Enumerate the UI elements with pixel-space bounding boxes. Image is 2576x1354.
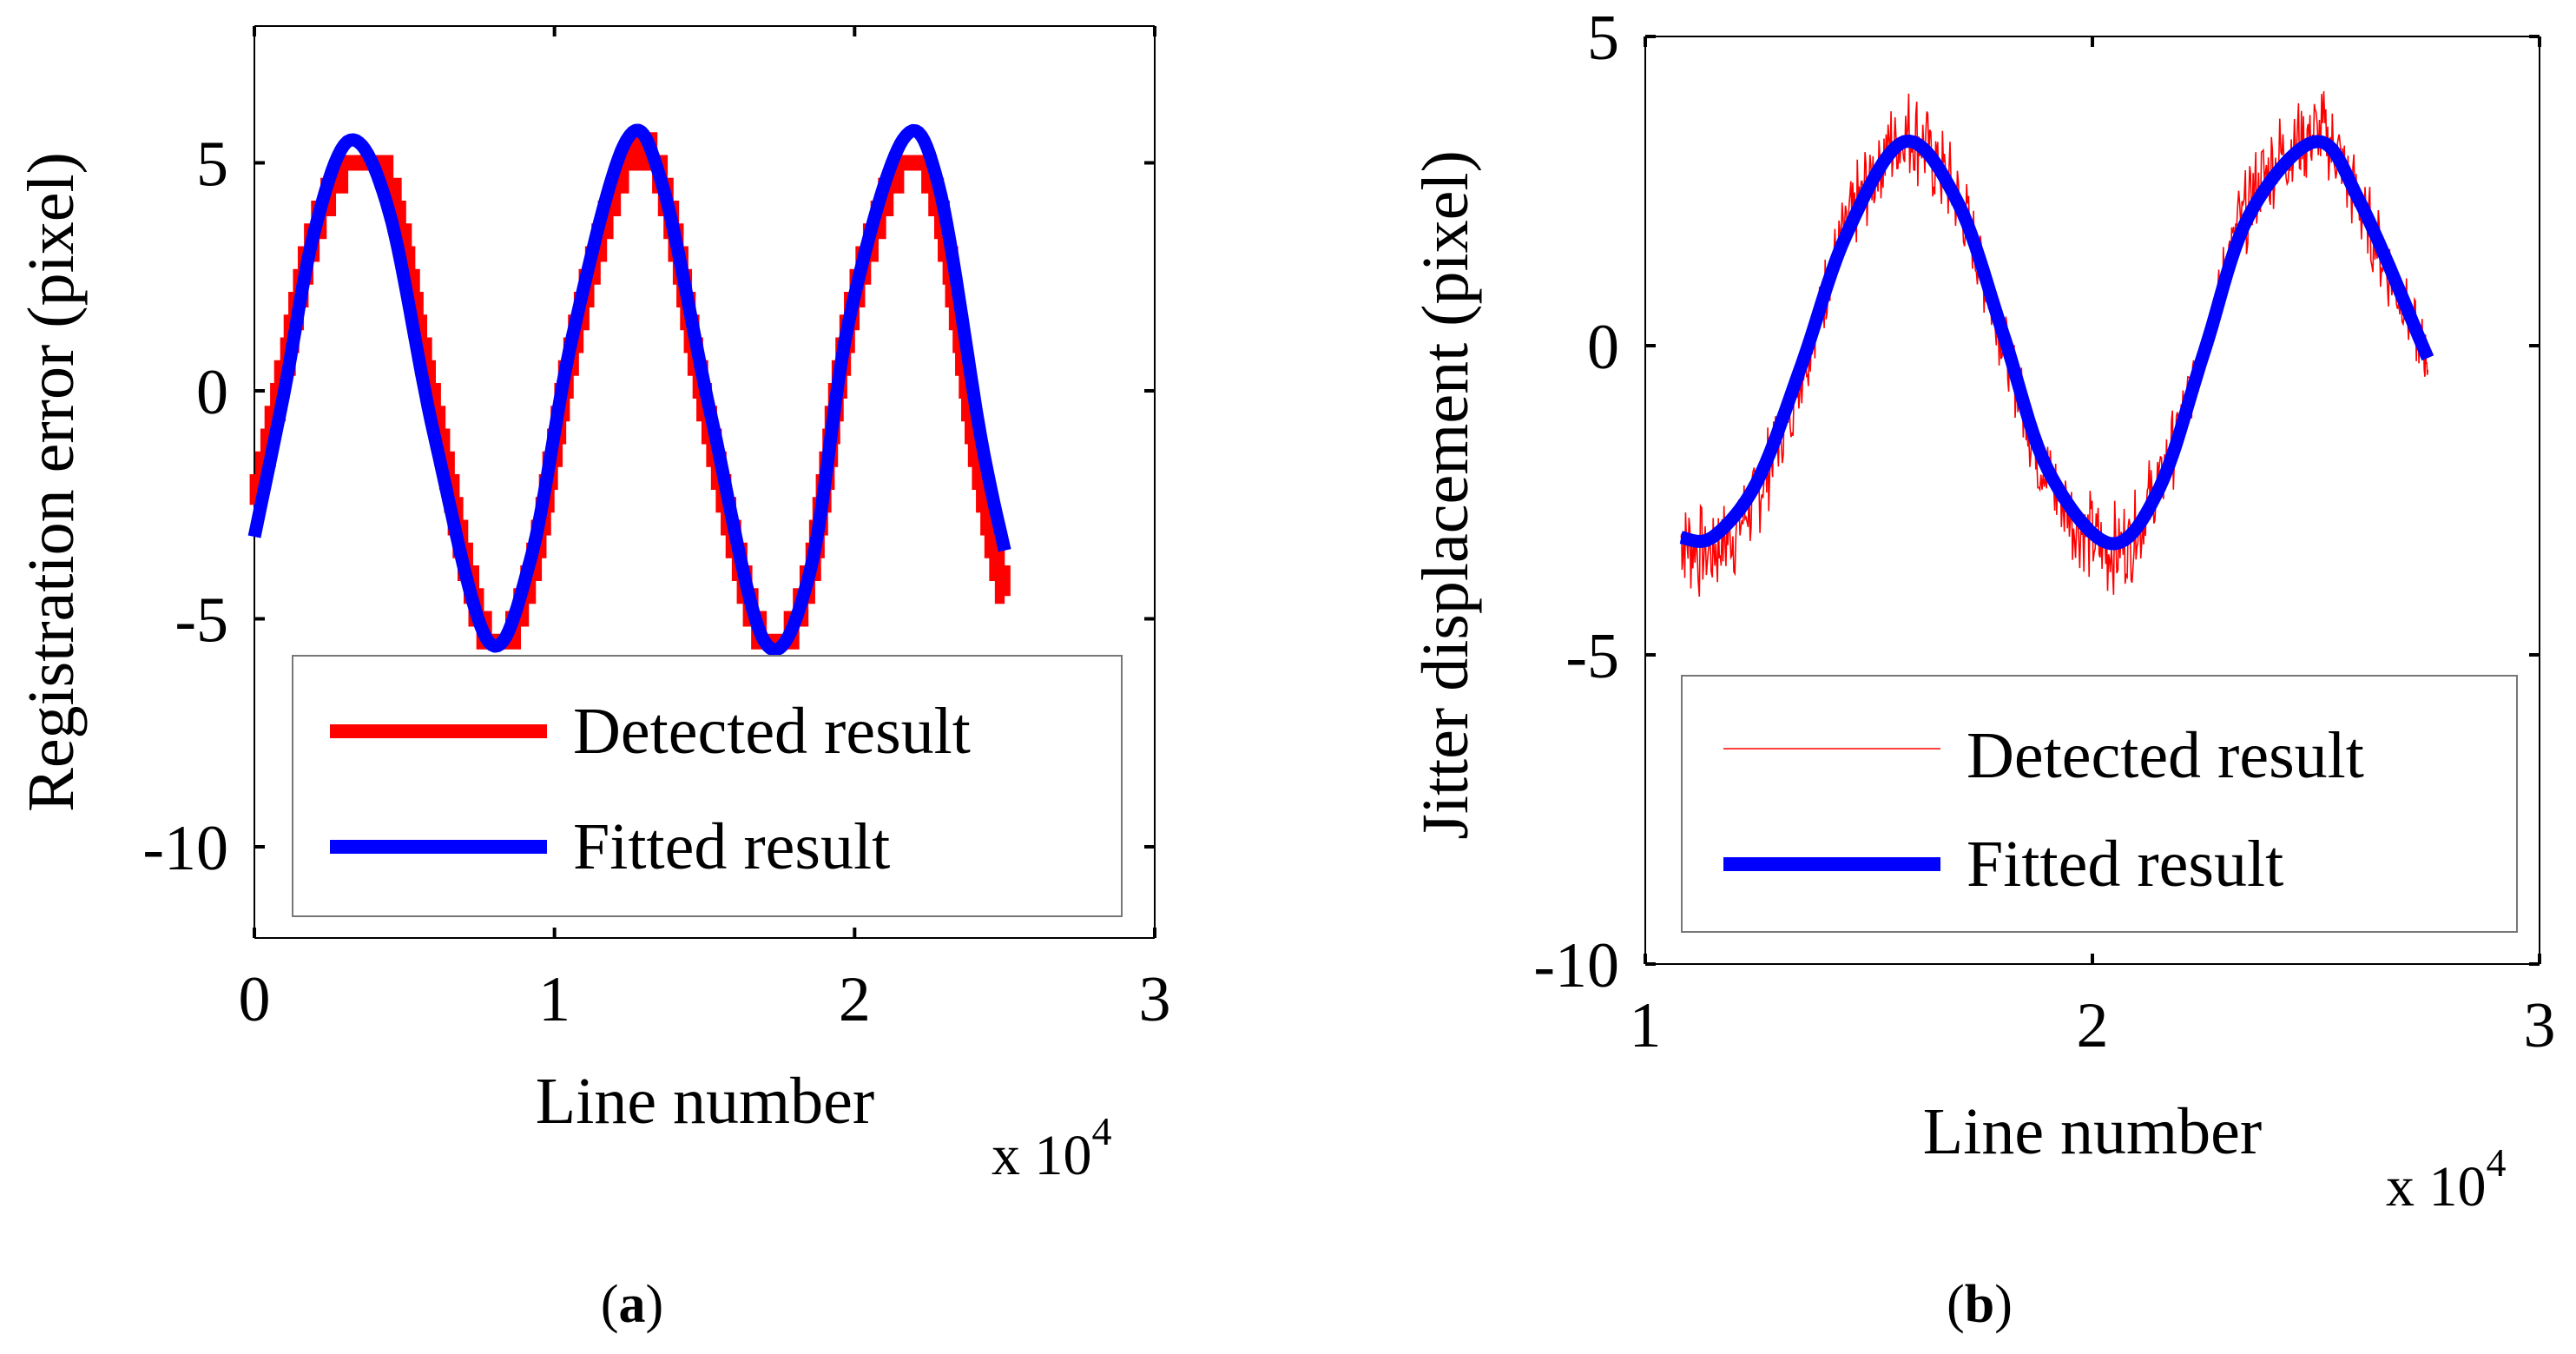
chart-a-panel-label: (a) [601,1275,663,1334]
chart-b-y-tick-labels: 5 0 -5 -10 [1533,3,1619,1001]
chart-b-xtick-label: 2 [2077,990,2109,1061]
chart-b-legend-label-detected: Detected result [1967,719,2364,792]
chart-a-legend-box [292,655,1123,917]
chart-a-series-fitted-line [247,123,1011,657]
chart-b-ytick-label: 5 [1587,3,1619,74]
chart-a-x-multiplier-exp: 4 [1092,1109,1112,1153]
chart-b-xtick-label: 1 [1630,990,1662,1061]
chart-b-y-axis-label: Jitter displacement (pixel) [1409,150,1482,840]
chart-b-legend-label-fitted: Fitted result [1967,828,2283,901]
chart-b-xtick-label: 3 [2524,990,2556,1061]
chart-b-x-multiplier-base: x 10 [2386,1155,2487,1219]
chart-b-series-fitted-line [1677,135,2434,551]
chart-a-y-axis-label: Registration error (pixel) [15,152,88,812]
chart-b-panel-letter: b [1965,1275,1994,1334]
chart-b-tick-marks [1644,35,2541,966]
chart-a-legend-label-fitted: Fitted result [573,810,890,883]
chart-b-ytick-label: -10 [1533,930,1619,1001]
chart-a-xtick-label: 3 [1139,964,1171,1035]
chart-b-x-multiplier-exp: 4 [2487,1140,2507,1185]
chart-b-panel-label: (b) [1947,1275,2013,1334]
chart-a-xtick-label: 1 [538,964,570,1035]
chart-a-ytick-label: 0 [196,357,228,428]
chart-a-x-multiplier: x 104 [992,1109,1112,1187]
chart-b-series-detected-line [1680,90,2429,598]
chart-a: Detected result Fitted result 5 0 -5 -10 0 1… [15,25,1171,1334]
chart-b-x-multiplier: x 104 [2386,1140,2507,1219]
chart-a-tick-marks [253,26,1156,938]
chart-a-y-tick-labels: 5 0 -5 -10 [142,129,228,885]
chart-b-ytick-label: -5 [1565,621,1619,692]
chart-b-legend-box [1681,675,2518,933]
chart-a-ytick-label: 5 [196,129,228,201]
chart-a-ytick-label: -5 [175,585,228,657]
chart-b-ytick-label: 0 [1587,312,1619,383]
chart-b-x-axis-label: Line number [1923,1095,2262,1168]
chart-a-plot-area [247,123,1011,657]
chart-b: Detected result Fitted result 5 0 -5 -10 1 2… [1409,3,2556,1334]
chart-a-panel-letter: a [619,1275,646,1334]
chart-a-x-axis-label: Line number [536,1065,874,1138]
chart-a-legend-label-detected: Detected result [573,695,971,768]
chart-a-x-tick-labels: 0 1 2 3 [239,964,1171,1035]
chart-a-xtick-label: 0 [239,964,271,1035]
chart-b-x-tick-labels: 1 2 3 [1630,990,2556,1061]
chart-a-ytick-label: -10 [142,813,228,884]
chart-a-x-multiplier-base: x 10 [992,1124,1092,1187]
chart-a-series-detected-line [249,132,1011,650]
chart-a-xtick-label: 2 [839,964,871,1035]
